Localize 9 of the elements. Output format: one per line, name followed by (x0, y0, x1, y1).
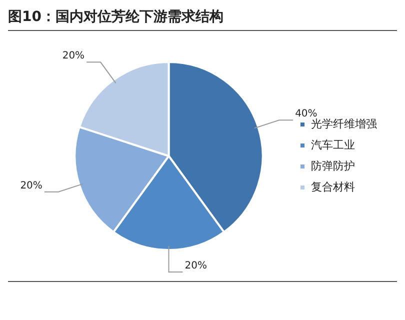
legend-label: 汽车工业 (311, 138, 355, 152)
data-label: 40% (295, 108, 318, 120)
legend-label: 防弹防护 (311, 159, 355, 172)
data-label: 20% (184, 260, 207, 272)
legend-label: 复合材料 (311, 180, 355, 194)
legend-label: 光学纤维增强 (311, 117, 377, 130)
chart-title: 图10：国内对位芳纶下游需求结构 (8, 8, 397, 31)
data-label: 20% (62, 50, 85, 62)
data-label: 20% (20, 180, 42, 192)
